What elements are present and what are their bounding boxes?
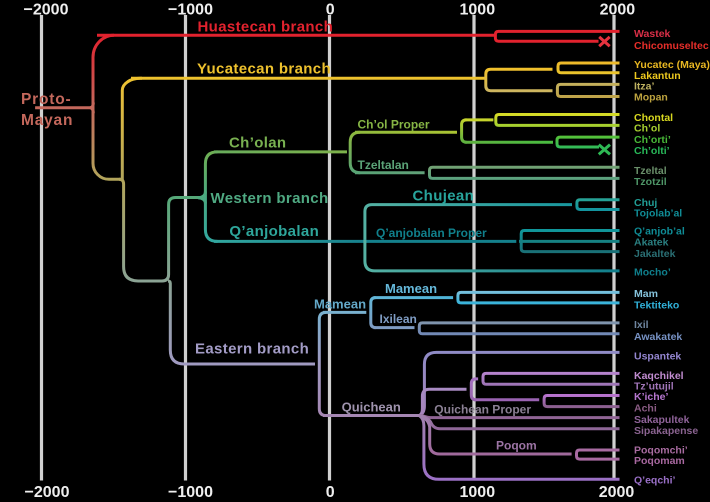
svg-text:Chujean: Chujean [413,187,475,204]
svg-text:Ixilean: Ixilean [380,312,417,326]
svg-text:Chicomuseltec: Chicomuseltec [634,40,709,52]
svg-text:Tzotzil: Tzotzil [634,176,667,188]
svg-text:Ch’ol: Ch’ol [634,123,660,135]
svg-text:Tzeltalan: Tzeltalan [358,158,409,172]
svg-text:Q’anjob’al: Q’anjob’al [634,225,685,237]
svg-text:Tzeltal: Tzeltal [634,165,667,177]
svg-text:Tz’utujil: Tz’utujil [634,380,674,392]
svg-text:Yucatec (Maya): Yucatec (Maya) [634,59,710,71]
svg-text:Mamean: Mamean [314,297,366,312]
svg-text:Quichean Proper: Quichean Proper [434,403,531,417]
svg-text:Jakaltek: Jakaltek [634,248,676,260]
svg-text:Q’anjobalan: Q’anjobalan [229,223,319,240]
svg-text:−2000: −2000 [25,484,70,501]
svg-text:Ch’olan: Ch’olan [229,135,286,152]
svg-text:2000: 2000 [599,484,635,501]
svg-text:Akatek: Akatek [634,236,669,248]
svg-text:Chontal: Chontal [634,112,673,124]
svg-text:Poqomchi’: Poqomchi’ [634,444,688,456]
svg-text:Sipakapense: Sipakapense [634,425,698,437]
svg-text:Kaqchikel: Kaqchikel [634,370,684,382]
svg-text:Lakantun: Lakantun [634,70,681,82]
svg-text:Proto-: Proto- [21,91,71,108]
svg-text:K’iche’: K’iche’ [634,391,669,403]
svg-text:Itza’: Itza’ [634,80,655,92]
svg-text:Huastecan branch: Huastecan branch [198,19,334,36]
svg-text:2000: 2000 [600,1,636,18]
svg-text:Sakapultek: Sakapultek [634,414,690,426]
svg-text:1000: 1000 [460,1,496,18]
svg-text:Ch’orti’: Ch’orti’ [634,134,671,146]
svg-text:Q’eqchi’: Q’eqchi’ [634,474,676,486]
svg-text:0: 0 [326,484,335,501]
svg-text:Mayan: Mayan [21,112,73,129]
svg-text:Western branch: Western branch [211,190,329,207]
svg-text:Mam: Mam [634,288,658,300]
svg-text:Poqomam: Poqomam [634,455,685,467]
svg-text:−1000: −1000 [168,484,213,501]
svg-text:Quichean: Quichean [342,400,401,415]
svg-text:Q’anjobalan Proper: Q’anjobalan Proper [376,226,487,240]
svg-text:Tojolab’al: Tojolab’al [634,208,682,220]
svg-text:Wastek: Wastek [634,28,671,40]
svg-text:0: 0 [326,1,335,18]
svg-text:Ch’ol Proper: Ch’ol Proper [358,118,430,132]
svg-text:Achi: Achi [634,402,657,414]
svg-text:Tektiteko: Tektiteko [634,299,679,311]
svg-text:Yucatecan branch: Yucatecan branch [197,61,331,78]
svg-text:Mopan: Mopan [634,91,668,103]
svg-text:Poqom: Poqom [496,438,537,452]
svg-text:1000: 1000 [460,484,496,501]
svg-text:Ch’olti’: Ch’olti’ [634,145,670,157]
svg-text:−1000: −1000 [168,1,213,18]
svg-text:−2000: −2000 [24,1,69,18]
svg-text:Awakatek: Awakatek [634,331,682,343]
svg-text:Mamean: Mamean [385,281,437,296]
svg-text:Eastern branch: Eastern branch [195,341,309,358]
svg-text:Ixil: Ixil [634,319,649,331]
svg-text:Uspantek: Uspantek [634,350,681,362]
svg-text:Mocho’: Mocho’ [634,266,671,278]
svg-text:Chuj: Chuj [634,197,657,209]
